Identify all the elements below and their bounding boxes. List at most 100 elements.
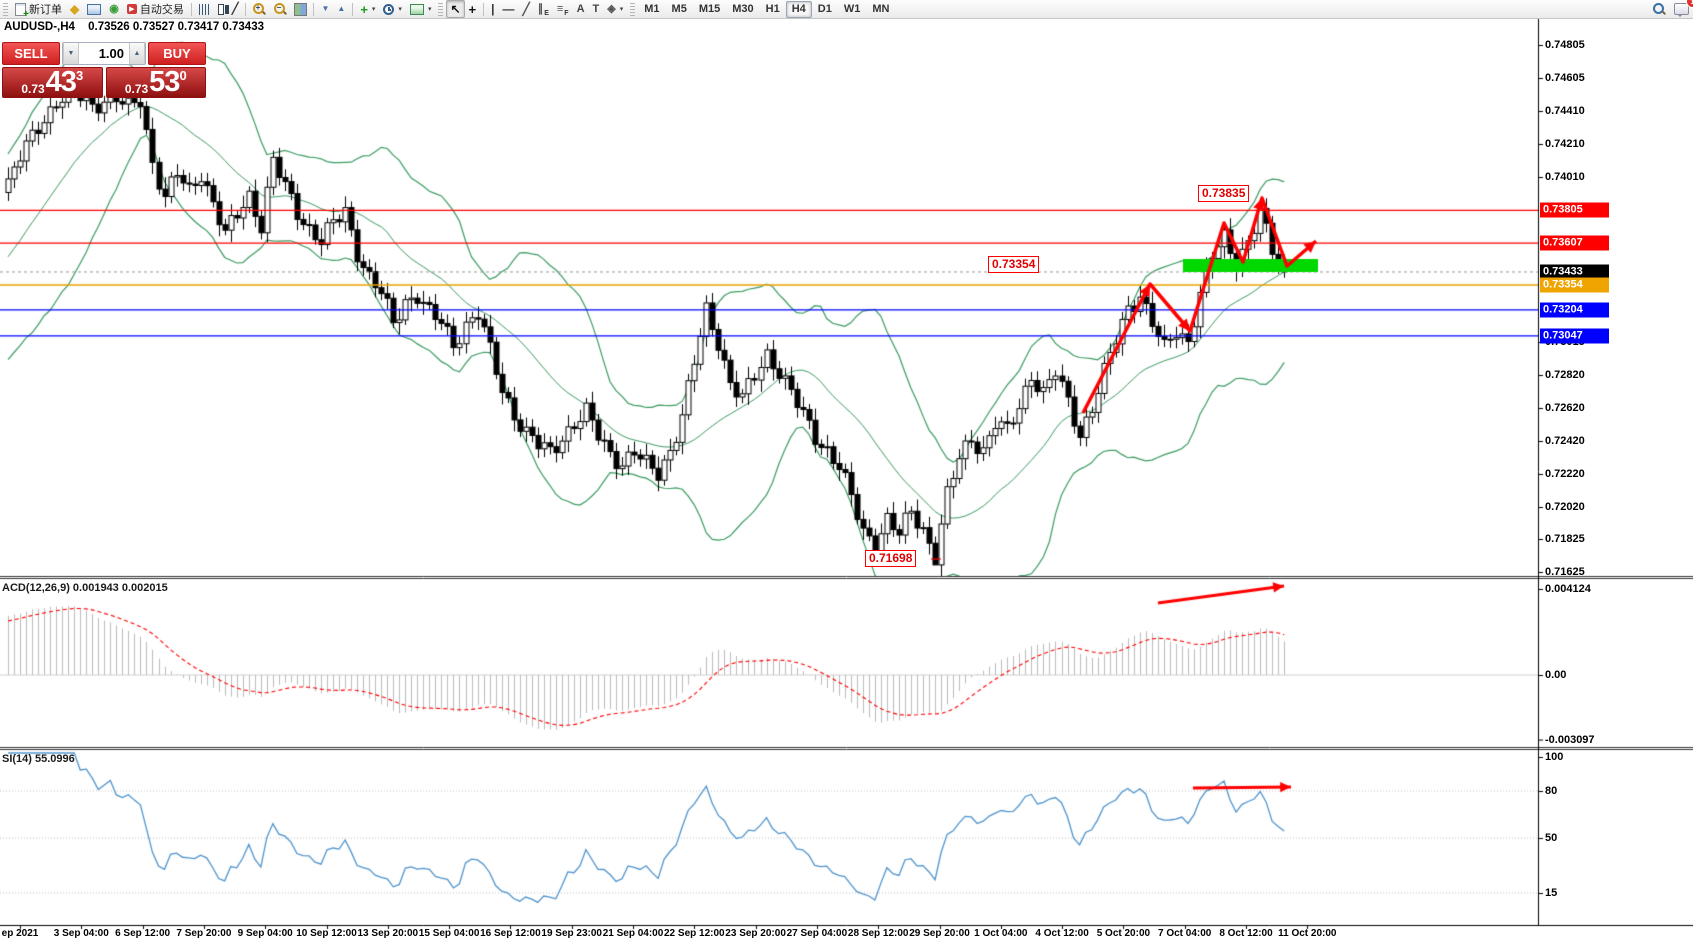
price-axis-tick: 0.74410 [1545,105,1585,117]
macd-indicator-label: ACD(12,26,9) 0.001943 0.002015 [2,582,168,594]
crosshair-tool-button[interactable]: + [465,0,481,18]
sell-button[interactable]: SELL [2,42,60,65]
time-axis-label: 1 Oct 04:00 [974,928,1028,939]
zoom-in-button[interactable]: + [249,0,270,18]
time-axis-label: 3 Sep 04:00 [53,928,109,939]
timeframe-button-m1[interactable]: M1 [644,2,660,15]
horizontal-line-tool-button[interactable]: — [498,0,518,18]
search-button[interactable] [1649,0,1670,18]
chat-button[interactable]: 1 [1670,0,1693,18]
shapes-tool-button[interactable]: ◈ ▾ [603,0,627,18]
trendline-tool-button[interactable]: ╱ [518,0,533,18]
zoom-out-icon: − [274,2,287,16]
buy-price-main: 53 [149,66,180,98]
timeframe-button-mn[interactable]: MN [872,2,890,15]
period-button[interactable]: ▾ [379,0,406,18]
market-watch-button[interactable]: ◆ [66,0,83,18]
volume-control: ▼ ▲ [62,42,146,65]
channel-tool-button[interactable]: ∥ E [534,0,553,18]
price-axis-tick: 0.71625 [1545,566,1585,578]
label-tool-button[interactable]: T [589,0,604,18]
channel-icon: ∥ [537,2,544,15]
fibonacci-tool-button[interactable]: ≡ F [553,0,573,18]
tile-windows-button[interactable] [291,0,310,18]
buy-button[interactable]: BUY [148,42,206,65]
sell-price-prefix: 0.73 [21,82,45,96]
signal-icon: ◉ [109,2,119,15]
sell-price-main: 43 [45,66,77,98]
price-axis-tick: 0.72620 [1545,402,1585,414]
new-order-icon [15,2,29,20]
auto-trading-button[interactable]: ▶ 自动交易 [123,0,188,18]
timeframe-button-h4[interactable]: H4 [785,0,812,18]
dropdown-caret-icon: ▾ [619,6,624,13]
toolbar: 新订单◆◉▶自动交易╱+−▼▲+▾▾▾↖+|—╱∥E≡FAT◈▾M1M5M15M… [0,0,1693,20]
time-axis-label: 6 Sep 12:00 [115,928,171,939]
indicator-list-button[interactable]: ▼ [317,0,333,18]
time-axis-label: 8 Oct 12:00 [1219,928,1273,939]
price-axis-tick: 0.71825 [1545,533,1585,545]
vertical-line-tool-button[interactable]: | [487,0,498,18]
price-axis-tick: 0.74805 [1545,39,1585,51]
timeframe-button-m15[interactable]: M15 [698,2,721,15]
chart-window-button[interactable] [83,0,105,18]
trendline-icon: ╱ [522,2,530,16]
price-tag: 0.73204 [1540,302,1609,318]
fibonacci-icon: ≡ [556,2,564,15]
auto-trading-icon: ▶ [126,4,137,14]
timeframe-button-d1[interactable]: D1 [817,2,832,15]
time-axis-label: 10 Sep 12:00 [296,928,357,939]
time-axis-label: 4 Oct 12:00 [1035,928,1089,939]
macd-axis-tick: 0.004124 [1545,582,1591,595]
text-tool-button[interactable]: A [573,0,589,18]
zoom-out-button[interactable]: − [270,0,291,18]
bar-chart-icon [198,3,210,15]
tool-subletter: E [544,10,549,17]
volume-decrease-button[interactable]: ▼ [63,43,79,64]
buy-price-display: 0.73 53 0 [105,66,206,98]
time-axis-label: 9 Sep 04:00 [237,928,293,939]
price-axis-tick: 0.72020 [1545,501,1585,513]
zoom-in-icon: + [253,2,266,16]
volume-increase-button[interactable]: ▲ [129,43,145,64]
price-tag: 0.73607 [1540,235,1609,251]
add-indicator-button[interactable]: + ▾ [356,0,379,18]
price-tag: 0.73433 [1540,264,1609,280]
cursor-tool-button[interactable]: ↖ [446,0,465,18]
rsi-axis-tick: 100 [1545,751,1564,763]
price-axis-tick: 0.74605 [1545,72,1585,84]
macd-axis-tick: -0.003097 [1545,733,1595,746]
rsi-axis-tick: 50 [1545,832,1558,844]
horizontal-line-icon: — [502,2,515,16]
timeframe-button-w1[interactable]: W1 [843,2,861,15]
toolbar-separator [483,2,485,16]
object-list-button[interactable]: ▲ [333,0,349,18]
timeframe-button-m30[interactable]: M30 [732,2,754,15]
line-chart-button[interactable]: ╱ [228,0,243,18]
volume-input[interactable] [79,43,129,64]
cursor-icon: ↖ [450,2,461,16]
tile-windows-icon [294,2,308,16]
dropdown-caret-icon: ▾ [427,6,432,13]
new-order-button[interactable]: 新订单 [11,0,66,20]
macd-axis-tick: 0.00 [1545,669,1567,681]
signals-button[interactable]: ◉ [105,0,123,18]
time-axis-label: 28 Sep 12:00 [847,928,909,939]
template-button[interactable]: ▾ [406,0,436,18]
timeframe-button-h1[interactable]: H1 [765,2,780,15]
time-axis-label: 21 Sep 04:00 [602,928,664,939]
price-axis-tick: 0.72420 [1545,435,1585,447]
bar-chart-button[interactable] [195,0,214,18]
buy-price-prefix: 0.73 [124,82,149,96]
timeframe-button-m5[interactable]: M5 [671,2,687,15]
auto-trading-button-label: 自动交易 [139,4,184,16]
vertical-line-icon: | [491,2,495,16]
period-clock-icon [383,3,395,15]
price-tag: 0.73047 [1540,328,1609,344]
dropdown-caret-icon: ▾ [398,6,402,13]
time-axis-label: 15 Sep 04:00 [418,928,480,939]
candlestick-chart-button[interactable] [214,0,228,18]
shapes-icon: ◈ [607,2,616,15]
time-axis-label: 23 Sep 20:00 [725,928,786,939]
